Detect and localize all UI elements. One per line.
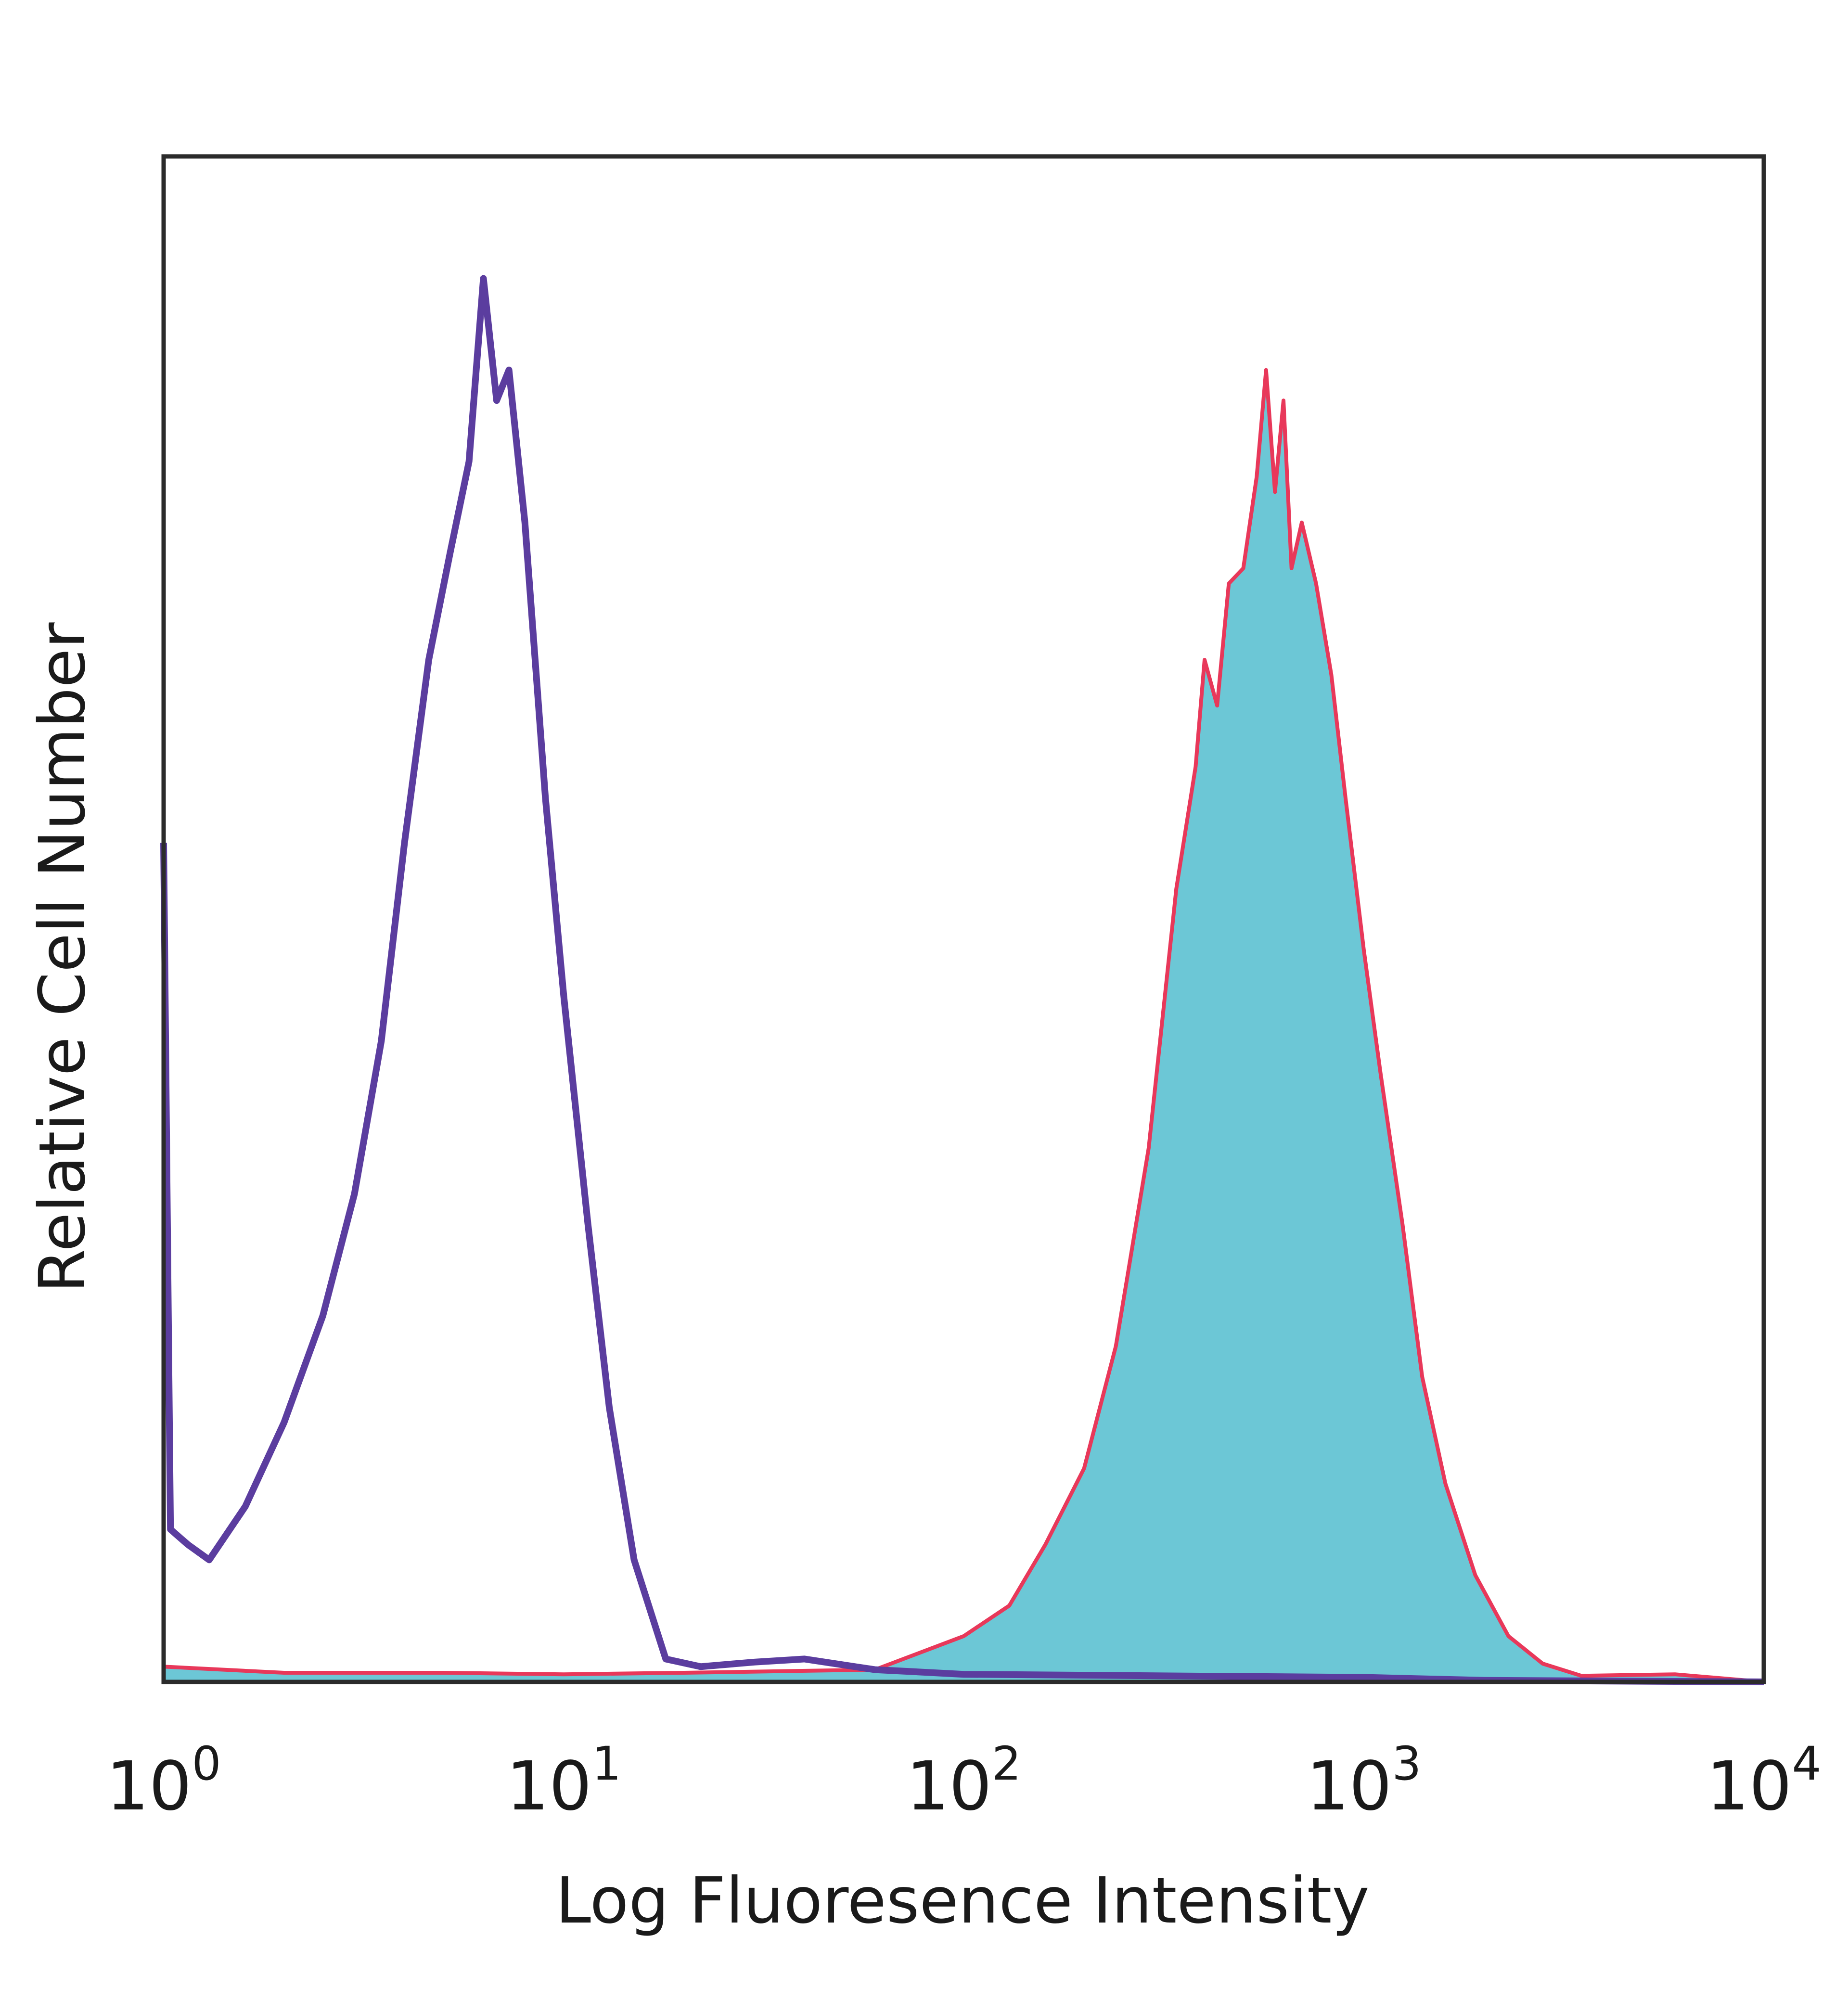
x-tick-label-1: 101 [506, 1737, 621, 1826]
y-axis-title: Relative Cell Number [26, 622, 100, 1293]
x-tick-label-2: 102 [906, 1737, 1021, 1826]
series-layer [160, 275, 1764, 1685]
histogram-fill-area-0 [164, 370, 1764, 1682]
x-tick-label-0: 100 [106, 1737, 221, 1826]
x-tick-labels: 100 101 102 103 104 [106, 1737, 1821, 1826]
plot-frame [161, 154, 1766, 1684]
histogram-outline-0 [163, 368, 1764, 1684]
histogram-outline-1 [160, 275, 1764, 1685]
x-axis-title: Log Fluoresence Intensity [555, 1864, 1369, 1938]
x-tick-label-3: 103 [1306, 1737, 1421, 1826]
x-tick-label-4: 104 [1706, 1737, 1821, 1826]
